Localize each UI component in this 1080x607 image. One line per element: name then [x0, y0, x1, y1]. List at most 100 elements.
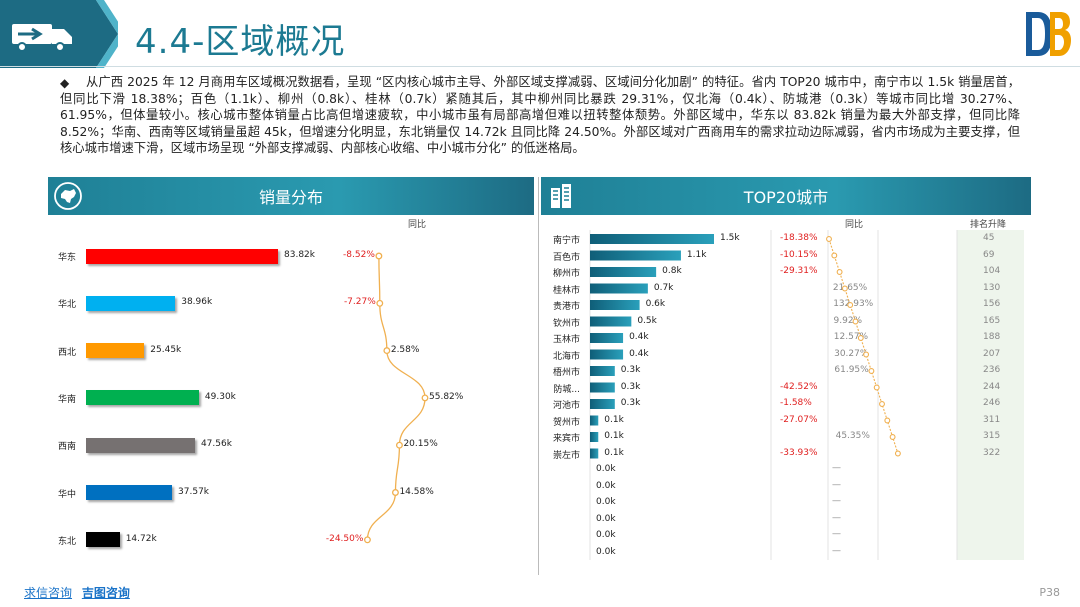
rank-change-label: 311 [983, 414, 1001, 425]
brand-logo [1026, 12, 1071, 56]
city-bar [590, 366, 615, 376]
city-yoy-label: 12.57% [833, 332, 869, 342]
footer-link-qiuxin[interactable]: 求信咨询 [24, 586, 73, 600]
city-yoy-label: — [832, 463, 841, 473]
city-yoy-label: — [832, 496, 841, 506]
region-yoy-point [375, 252, 383, 260]
city-value-label: 0.3k [620, 365, 641, 375]
building-icon [551, 184, 571, 208]
city-bar [590, 415, 599, 426]
region-label: 西南 [58, 442, 77, 453]
city-yoy-label: -10.15% [780, 249, 818, 260]
panel-sales-distribution-header: 销量分布 [48, 177, 534, 215]
city-bar [590, 234, 714, 244]
region-bar [86, 248, 278, 264]
city-value-label: 0.1k [604, 414, 624, 425]
city-yoy-point [826, 236, 832, 242]
city-yoy-point [863, 351, 870, 358]
city-yoy-label: 21.65% [832, 282, 868, 293]
city-bar [590, 399, 615, 409]
rank-change-label: 104 [983, 266, 1001, 276]
city-bar [590, 300, 640, 310]
city-value-label: 0.6k [645, 299, 666, 309]
rank-change-label: 315 [983, 431, 1001, 441]
panel-title: 销量分布 [258, 188, 323, 207]
city-yoy-label: -1.58% [780, 398, 812, 408]
rank-change-label: 322 [983, 447, 1001, 458]
city-label: 崇左市 [552, 450, 580, 461]
region-yoy-label: -8.52% [343, 250, 375, 260]
region-yoy-point [391, 489, 399, 496]
city-label: 桂林市 [552, 285, 580, 296]
city-yoy-label: -27.07% [780, 414, 818, 425]
city-yoy-label: — [832, 529, 841, 539]
header-logo-stripe [0, 0, 118, 68]
city-yoy-point [873, 384, 880, 391]
region-value-label: 37.57k [178, 486, 210, 497]
city-label: 北海市 [552, 351, 580, 362]
city-value-label: 1.1k [686, 249, 707, 260]
region-label: 华东 [58, 253, 77, 263]
region-yoy-point [376, 299, 384, 307]
rank-change-label: 246 [983, 398, 1001, 408]
rank-change-label: 236 [983, 365, 1001, 375]
city-label: 钦州市 [552, 318, 580, 329]
region-value-label: 83.82k [284, 250, 315, 260]
panel-title: TOP20城市 [743, 188, 829, 207]
city-value-label: 0.1k [604, 431, 624, 441]
bullet-diamond-icon: ◆ [60, 76, 70, 90]
city-yoy-point [894, 450, 901, 457]
panel-top20-header: TOP20城市 [541, 177, 1031, 215]
city-yoy-label: — [832, 512, 841, 523]
city-yoy-label: 9.92% [833, 315, 863, 326]
region-value-label: 47.56k [200, 439, 232, 450]
city-bar [590, 316, 632, 327]
region-yoy-label: 55.82% [429, 391, 464, 402]
region-label: 东北 [58, 536, 77, 547]
region-value-label: 38.96k [181, 297, 213, 308]
region-bar [86, 532, 120, 548]
rank-column-background [957, 230, 1024, 560]
top20-yoy-column-header: 同比 [845, 220, 864, 230]
region-yoy-label: -24.50% [325, 533, 364, 544]
city-value-label: 0.7k [653, 282, 674, 293]
city-bar [590, 267, 657, 277]
city-value-label: 0.3k [620, 398, 641, 408]
city-value-label: 0.0k [596, 513, 616, 524]
rank-change-label: 130 [983, 282, 1001, 293]
city-bar [590, 349, 624, 360]
city-label: 梧州市 [552, 368, 580, 378]
footer-link-jitu[interactable]: 吉图咨询 [81, 586, 130, 600]
panel-separator [538, 177, 539, 575]
region-yoy-point [363, 536, 371, 544]
city-label: 河池市 [552, 401, 580, 411]
city-value-label: 1.5k [720, 233, 740, 243]
region-yoy-label: -7.27% [343, 297, 376, 308]
city-value-label: 0.0k [596, 497, 616, 507]
city-label: 百色市 [552, 252, 580, 263]
city-bar [590, 283, 648, 294]
city-bar [590, 333, 624, 343]
city-yoy-point [868, 368, 875, 374]
region-label: 华中 [58, 489, 77, 500]
region-value-label: 25.45k [150, 344, 182, 355]
city-label: 贵港市 [552, 302, 580, 312]
region-yoy-point [421, 394, 429, 402]
city-yoy-point [889, 434, 896, 440]
city-value-label: 0.4k [629, 348, 649, 359]
city-yoy-label: — [832, 479, 841, 490]
city-bar [590, 448, 599, 459]
region-bar [86, 343, 145, 359]
region-yoy-point [395, 441, 403, 449]
city-yoy-label: 132.93% [833, 299, 874, 309]
city-value-label: 0.3k [620, 381, 641, 392]
region-bar [86, 295, 176, 311]
rank-change-label: 165 [983, 315, 1001, 326]
rank-change-label: 244 [983, 381, 1001, 392]
region-value-label: 14.72k [125, 533, 157, 544]
city-yoy-point [857, 335, 864, 341]
rank-change-label: 69 [983, 249, 995, 260]
rank-change-label: 156 [983, 299, 1001, 309]
